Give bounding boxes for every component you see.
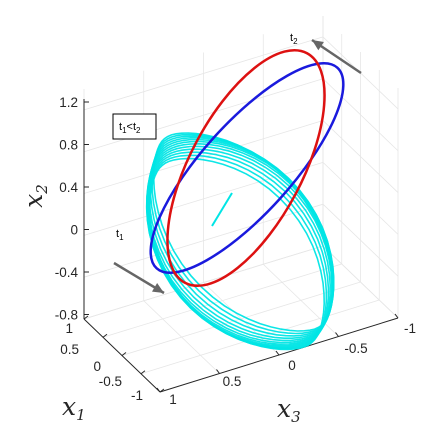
x3-tick [156,387,161,393]
legend-box-text: t1<t2 [119,121,141,135]
t2-arrow-head [312,40,324,51]
grid [83,16,399,393]
x3-tick [275,350,280,356]
x3-tick-label: 0 [288,358,296,373]
x1-tick [140,370,146,375]
x3-tick-label: 0.5 [223,374,242,389]
trajectory-series [145,132,335,351]
x3-tick [394,313,399,319]
grid-line [322,203,399,277]
x1-tick-label: -0.5 [99,374,122,389]
x2-tick-label: -0.4 [55,265,79,280]
x1-tick [102,333,108,338]
grid-line [83,36,324,111]
trajectory-loop [147,138,335,342]
grid-line [322,162,399,235]
t1-label: t1 [116,228,124,242]
x2-tick-label: 0 [70,223,78,238]
blue-ellipse [149,62,345,274]
ellipse-series [149,48,345,288]
t1-arrow-head [151,283,164,293]
x1-tick-label: 0 [93,359,101,374]
x3-tick [216,369,220,374]
x2-axis-label: x2 [19,184,51,208]
grid-line [322,120,399,193]
time-arrows [113,38,362,295]
x2-tick-labels: 1.2 0.8 0.4 0 -0.4 -0.8 [55,95,89,323]
x2-tick-label: 0.8 [59,138,78,153]
x2-tick-label: -0.8 [55,308,78,323]
x1-tick [121,352,127,356]
x1-tick [159,388,165,393]
x1-tick-label: 0.5 [60,342,79,357]
grid-line [262,263,339,337]
legend-box [112,113,157,140]
grid-line [83,78,324,153]
grid-line [322,245,399,319]
x1-tick-labels: 1 0.5 0-0.5 -1 [60,315,165,403]
trajectory-loop [148,154,328,350]
trajectory-loop [148,157,326,351]
trajectory-transient [211,192,233,227]
x3-tick-label: -1 [404,321,416,336]
x1-tick-label: -1 [131,388,143,403]
grid-line [83,120,324,194]
t2-label: t2 [290,32,298,46]
red-ellipse [166,48,326,288]
x3-axis-label: x3 [277,394,301,426]
x1-tick [83,315,89,320]
x3-tick-label: 1 [169,392,177,407]
x2-tick-label: 1.2 [59,95,78,110]
x2-tick-label: 0.4 [59,180,78,195]
x3-tick-labels: 1 0.5 0 -0.5 -1 [156,313,416,407]
x1-axis-label: x1 [62,392,86,424]
x3-tick [335,332,339,337]
x1-tick-label: 1 [65,321,73,336]
x3-tick-label: -0.5 [344,341,367,356]
grid-line [322,78,399,152]
grid-line [83,245,324,320]
